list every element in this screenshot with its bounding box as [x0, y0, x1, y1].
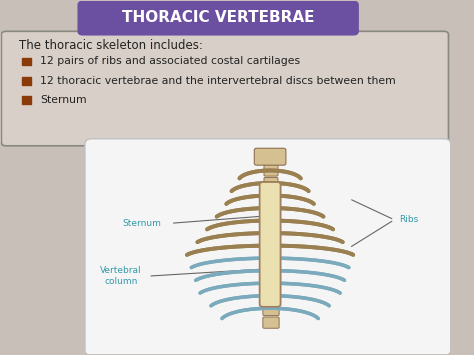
FancyBboxPatch shape [264, 178, 278, 189]
FancyBboxPatch shape [22, 58, 31, 65]
FancyBboxPatch shape [263, 304, 279, 316]
FancyBboxPatch shape [78, 1, 358, 35]
FancyBboxPatch shape [22, 97, 31, 104]
FancyBboxPatch shape [263, 266, 279, 278]
FancyBboxPatch shape [263, 253, 279, 265]
Text: 12 thoracic vertebrae and the intervertebral discs between them: 12 thoracic vertebrae and the interverte… [40, 76, 395, 86]
FancyBboxPatch shape [263, 317, 279, 328]
FancyBboxPatch shape [263, 215, 279, 227]
FancyBboxPatch shape [264, 190, 278, 201]
FancyBboxPatch shape [263, 228, 279, 240]
Text: Vertebral
column: Vertebral column [100, 266, 142, 286]
FancyBboxPatch shape [85, 139, 451, 355]
FancyBboxPatch shape [260, 182, 281, 307]
FancyBboxPatch shape [260, 182, 281, 307]
Text: Ribs: Ribs [399, 215, 418, 224]
FancyBboxPatch shape [22, 77, 31, 85]
FancyBboxPatch shape [264, 165, 278, 176]
FancyBboxPatch shape [263, 241, 279, 252]
FancyBboxPatch shape [1, 31, 448, 146]
Text: 12 pairs of ribs and associated costal cartilages: 12 pairs of ribs and associated costal c… [40, 56, 300, 66]
FancyBboxPatch shape [254, 148, 286, 165]
FancyBboxPatch shape [263, 279, 279, 290]
Text: Sternum: Sternum [40, 95, 86, 105]
Text: The thoracic skeleton includes:: The thoracic skeleton includes: [19, 39, 203, 52]
FancyBboxPatch shape [263, 203, 279, 214]
Text: THORACIC VERTEBRAE: THORACIC VERTEBRAE [122, 10, 314, 26]
FancyBboxPatch shape [263, 291, 279, 303]
Text: Sternum: Sternum [123, 219, 162, 228]
